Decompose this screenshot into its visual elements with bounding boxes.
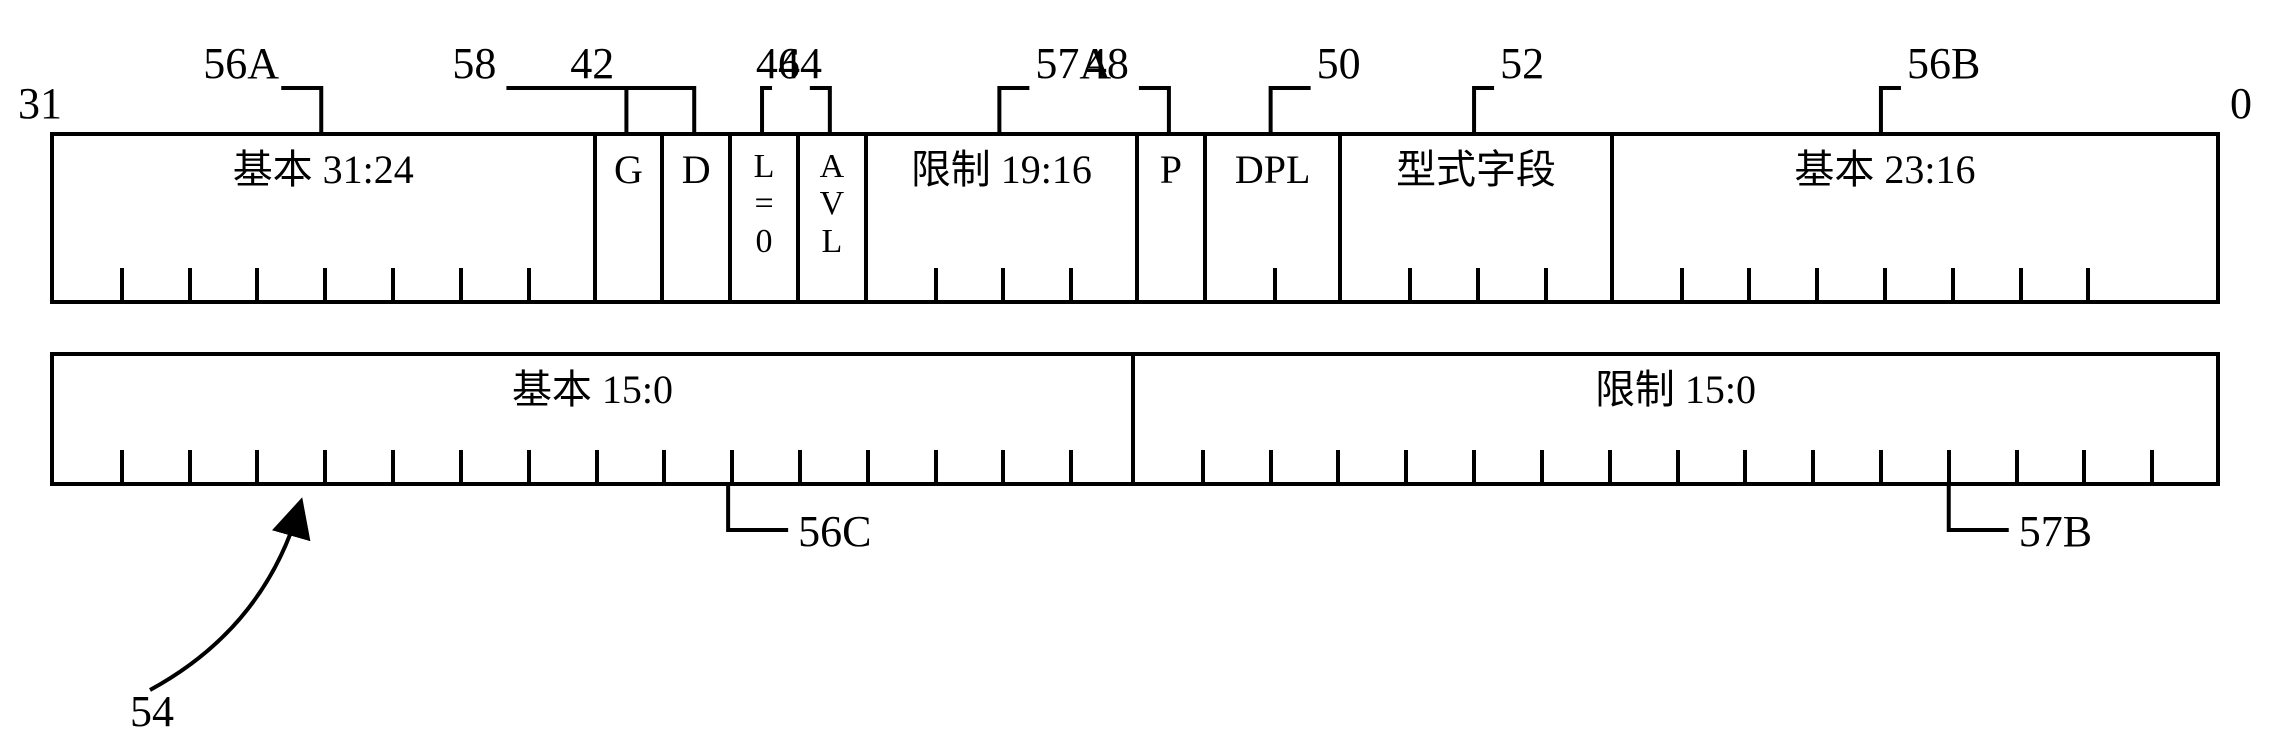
callout-46: 46 <box>756 38 800 89</box>
field-limit_15_0: 限制 15:0 <box>1135 356 2216 482</box>
field-label-avl: A V L <box>820 136 845 260</box>
field-label-base_23_16: 基本 23:16 <box>1794 136 1975 192</box>
descriptor-row-low: 基本 15:0 限制 15:0 <box>50 352 2220 486</box>
bit-ticks <box>800 268 864 300</box>
callout-52: 52 <box>1500 38 1544 89</box>
figure-ref-54-label: 54 <box>130 686 174 737</box>
bit-index-left: 31 <box>18 78 62 129</box>
callout-56B: 56B <box>1907 38 1980 89</box>
callout-57B: 57B <box>2019 506 2092 557</box>
callout-56C: 56C <box>798 506 871 557</box>
field-l: L = 0 <box>732 136 800 300</box>
bit-ticks <box>1342 268 1609 300</box>
descriptor-diagram: 31 0 基本 31:24 GD L = 0 A V L 限制 19:16 P DPL 型式字… <box>0 0 2275 738</box>
field-g: G <box>597 136 665 300</box>
callout-42: 42 <box>570 38 614 89</box>
field-avl: A V L <box>800 136 868 300</box>
bit-ticks <box>664 268 728 300</box>
field-dpl: DPL <box>1207 136 1343 300</box>
field-label-limit_15_0: 限制 15:0 <box>1595 356 1756 412</box>
field-label-limit_19_16: 限制 19:16 <box>911 136 1092 192</box>
callout-56A: 56A <box>203 38 279 89</box>
field-label-p: P <box>1160 136 1182 192</box>
bit-ticks <box>54 450 1131 482</box>
field-base_15_0: 基本 15:0 <box>54 356 1135 482</box>
field-label-g: G <box>614 136 643 192</box>
field-label-l: L = 0 <box>754 136 775 260</box>
field-label-dpl: DPL <box>1235 136 1311 192</box>
bit-ticks <box>1207 268 1339 300</box>
bit-ticks <box>1139 268 1203 300</box>
callout-58: 58 <box>452 38 496 89</box>
bit-index-right: 0 <box>2230 78 2252 129</box>
field-base_23_16: 基本 23:16 <box>1614 136 2157 300</box>
field-type: 型式字段 <box>1342 136 1613 300</box>
bit-ticks <box>1614 268 2157 300</box>
bit-ticks <box>1135 450 2216 482</box>
field-label-base_15_0: 基本 15:0 <box>512 356 673 412</box>
field-base_31_24: 基本 31:24 <box>54 136 597 300</box>
callout-50: 50 <box>1317 38 1361 89</box>
field-limit_19_16: 限制 19:16 <box>868 136 1139 300</box>
field-label-type: 型式字段 <box>1396 136 1556 192</box>
callout-48: 48 <box>1085 38 1129 89</box>
field-d: D <box>664 136 732 300</box>
bit-ticks <box>54 268 593 300</box>
field-p: P <box>1139 136 1207 300</box>
bit-ticks <box>732 268 796 300</box>
field-label-base_31_24: 基本 31:24 <box>233 136 414 192</box>
bit-ticks <box>597 268 661 300</box>
descriptor-row-high: 基本 31:24 GD L = 0 A V L 限制 19:16 P DPL 型式字段 基本 2… <box>50 132 2220 304</box>
field-label-d: D <box>682 136 711 192</box>
bit-ticks <box>868 268 1135 300</box>
